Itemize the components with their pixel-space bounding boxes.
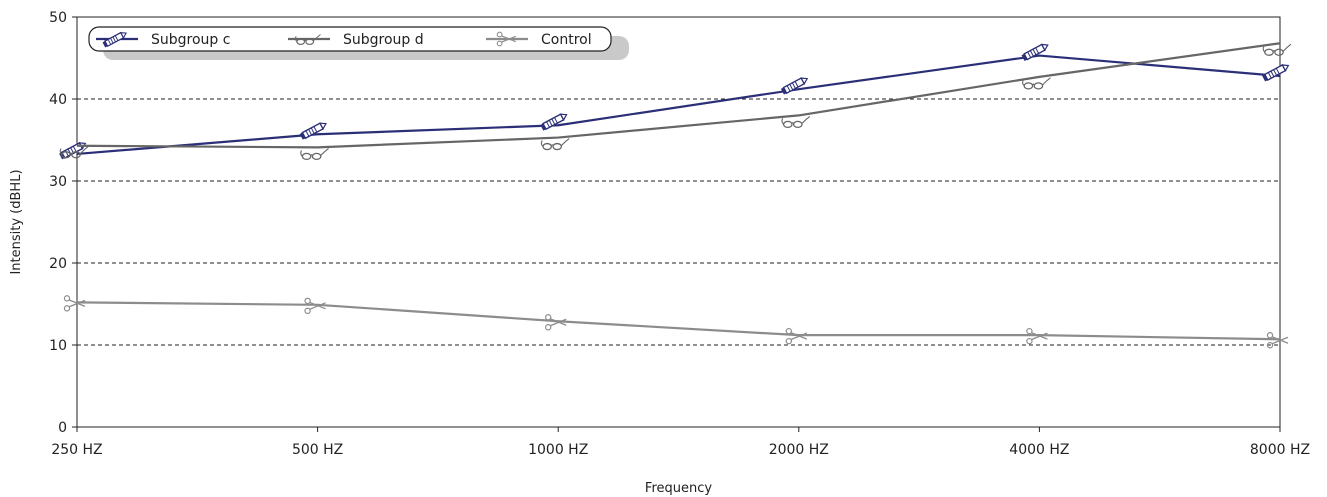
legend-item-control: Control (486, 31, 592, 48)
pencil-marker-icon (299, 120, 329, 141)
legend: Subgroup c Subgroup d Control (88, 26, 629, 60)
series-line (76, 42, 1281, 149)
y-tick-label: 10 (49, 338, 67, 354)
y-tick-label: 20 (49, 256, 67, 272)
series-line (76, 54, 1281, 156)
legend-item-subgroup-d: Subgroup d (288, 32, 424, 48)
y-tick-label: 40 (49, 92, 67, 108)
series-control (63, 295, 1289, 349)
y-axis-label: Intensity (dBHL) (9, 169, 24, 274)
glasses-marker-icon (540, 137, 570, 151)
series-subgroup-d (59, 42, 1292, 161)
series-layer (58, 41, 1292, 349)
x-tick-label: 8000 HZ (1250, 442, 1310, 458)
glasses-marker-icon (300, 147, 330, 161)
x-axis-label: Frequency (645, 481, 712, 496)
x-tick-label: 250 HZ (51, 442, 102, 458)
plot-frame (76, 16, 1281, 428)
glasses-marker-icon (781, 115, 811, 129)
legend-box (88, 26, 612, 52)
pencil-marker-icon (1020, 41, 1050, 62)
y-tick-label: 30 (49, 174, 67, 190)
series-subgroup-c (58, 41, 1291, 160)
grid-lines (77, 98, 1280, 346)
y-axis-ticks: 0 10 20 30 40 50 (49, 10, 77, 436)
x-tick-label: 2000 HZ (769, 442, 829, 458)
x-tick-label: 4000 HZ (1009, 442, 1069, 458)
legend-item-subgroup-c: Subgroup c (96, 30, 230, 48)
pencil-marker-icon (539, 111, 569, 132)
legend-label: Subgroup c (151, 32, 230, 48)
plot-area (58, 16, 1292, 428)
pencil-marker-icon (1261, 62, 1291, 83)
x-tick-label: 500 HZ (292, 442, 343, 458)
x-tick-label: 1000 HZ (528, 442, 588, 458)
legend-label: Control (541, 32, 592, 48)
y-tick-label: 0 (58, 420, 67, 436)
series-line (76, 301, 1281, 341)
legend-label: Subgroup d (343, 32, 424, 48)
y-tick-label: 50 (49, 10, 67, 26)
x-axis-ticks: 250 HZ 500 HZ 1000 HZ 2000 HZ 4000 HZ 8000 HZ (51, 427, 1310, 458)
pencil-marker-icon (780, 75, 810, 96)
